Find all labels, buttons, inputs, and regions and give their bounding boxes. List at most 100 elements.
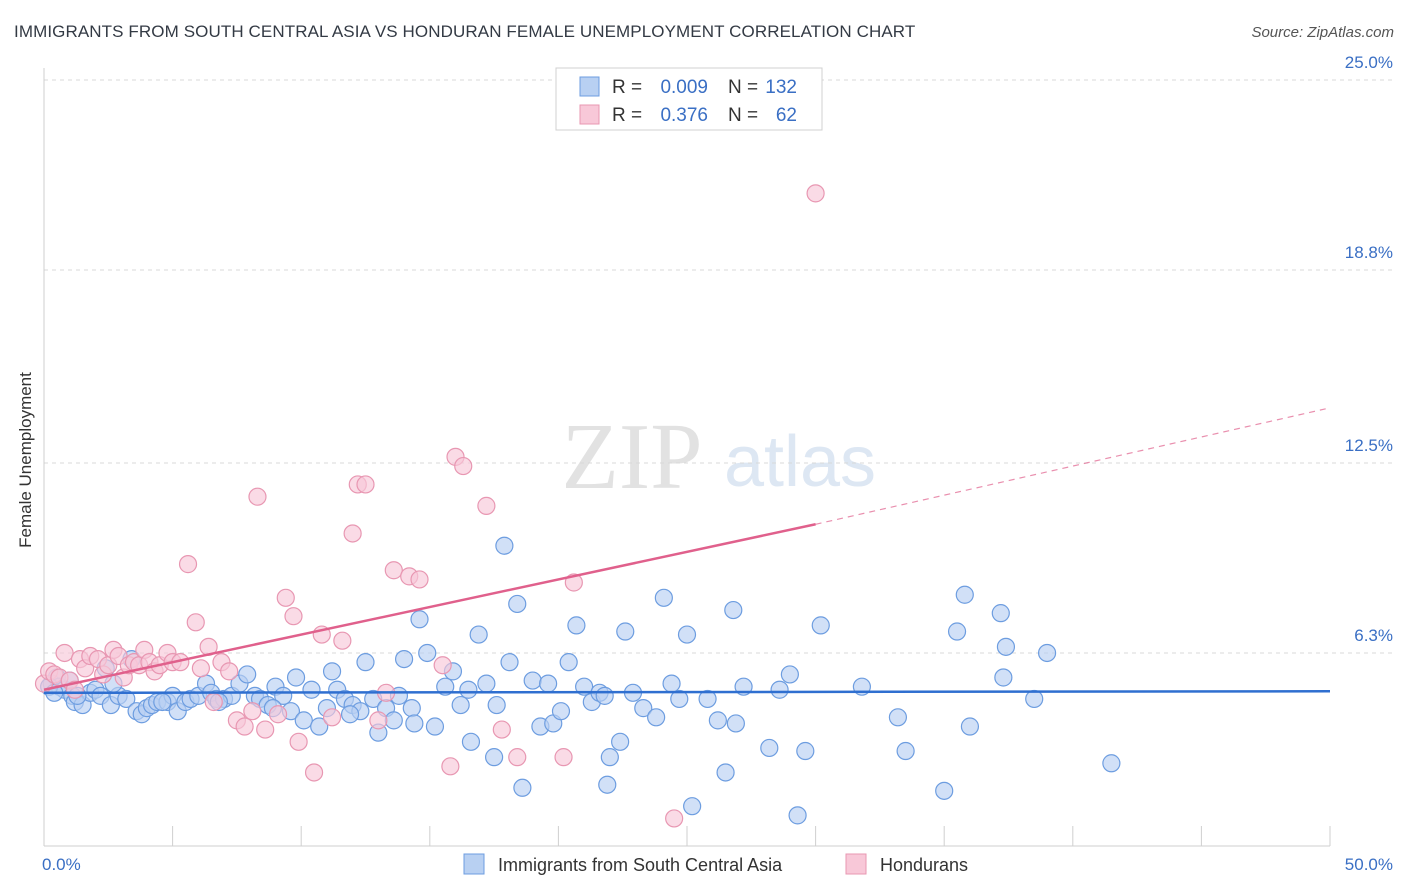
pink-point <box>220 662 239 681</box>
blue-point <box>595 686 614 705</box>
blue-point <box>117 689 136 709</box>
pink-trend-extension <box>815 407 1331 525</box>
pink-swatch <box>579 104 600 125</box>
blue-point <box>294 711 313 730</box>
r-label: R = <box>612 77 642 98</box>
pink-point <box>55 643 74 663</box>
blue-point <box>896 741 915 761</box>
blue-point <box>410 610 429 629</box>
blue-point <box>567 616 586 635</box>
blue-point <box>598 775 617 794</box>
blue-point <box>716 763 735 782</box>
pink-point <box>243 702 262 721</box>
y-tick-label: 25.0% <box>1345 53 1393 72</box>
blue-point <box>780 665 799 684</box>
pink-point <box>441 757 460 776</box>
pink-point <box>492 720 511 739</box>
blue-point <box>487 695 506 715</box>
pink-point <box>248 487 267 506</box>
pink-point <box>235 717 254 736</box>
pink-point <box>554 748 573 767</box>
blue-point <box>436 677 455 696</box>
data-points <box>34 184 1121 828</box>
blue-point <box>935 781 954 800</box>
pink-legend-swatch <box>845 853 867 875</box>
pink-point <box>369 711 388 730</box>
blue-point <box>662 674 681 693</box>
blue-point <box>796 741 815 761</box>
watermark-atlas: atlas <box>724 422 876 502</box>
watermark: ZIP atlas <box>562 405 877 509</box>
pink-point <box>343 524 362 543</box>
blue-point <box>302 680 321 699</box>
blue-point <box>405 714 424 733</box>
blue-point <box>600 748 619 767</box>
pink-point <box>186 613 205 632</box>
pink-point <box>477 496 496 515</box>
watermark-zip: ZIP <box>562 405 703 509</box>
pink-point <box>276 588 295 607</box>
source-label: Source: ZipAtlas.com <box>1251 24 1394 41</box>
blue-point <box>994 668 1013 687</box>
blue-point <box>461 732 481 751</box>
axes: 0.0% 50.0% <box>42 68 1393 874</box>
trend-lines <box>43 407 1331 695</box>
blue-trend-line <box>43 690 1331 695</box>
pink-point <box>268 705 288 724</box>
r-value: 0.009 <box>660 77 708 98</box>
pink-point <box>322 708 342 727</box>
blue-point <box>340 705 360 724</box>
pink-point <box>665 809 684 828</box>
blue-point <box>500 653 519 672</box>
blue-point <box>425 717 445 736</box>
blue-point <box>485 748 504 767</box>
pink-point <box>204 692 223 712</box>
blue-point <box>726 714 745 733</box>
blue-point <box>955 585 974 604</box>
x-tick-label: 0.0% <box>42 855 81 874</box>
pink-point <box>508 748 527 767</box>
blue-point <box>683 797 702 816</box>
pink-point <box>356 475 375 494</box>
n-label: N = <box>728 105 758 126</box>
r-value: 0.376 <box>660 105 708 126</box>
bottom-legend: Immigrants from South Central Asia Hondur… <box>463 853 968 875</box>
blue-point <box>513 778 532 797</box>
blue-swatch <box>579 76 600 97</box>
n-label: N = <box>728 77 758 98</box>
blue-point <box>310 717 329 736</box>
pink-point <box>289 732 308 751</box>
blue-point <box>947 622 967 641</box>
pink-point <box>284 607 303 626</box>
chart-title: IMMIGRANTS FROM SOUTH CENTRAL ASIA VS HO… <box>14 22 916 41</box>
blue-point <box>616 622 635 641</box>
pink-point <box>433 656 452 675</box>
pink-point <box>304 763 324 782</box>
blue-point <box>495 536 514 555</box>
pink-point <box>454 456 473 476</box>
y-tick-label: 18.8% <box>1345 243 1393 262</box>
blue-point <box>153 692 172 712</box>
pink-trend-line <box>43 523 816 691</box>
blue-point <box>469 625 488 644</box>
pink-point <box>410 570 429 589</box>
blue-point <box>286 668 306 687</box>
legend-label: Immigrants from South Central Asia <box>498 855 783 875</box>
pink-point <box>806 184 825 203</box>
blue-point <box>698 689 717 709</box>
blue-point <box>611 732 630 751</box>
stats-legend: R = 0.009 N = 132 R = 0.376 N = 62 <box>555 67 823 131</box>
blue-point <box>677 625 697 644</box>
blue-point <box>996 637 1016 656</box>
blue-point <box>647 708 666 727</box>
blue-point <box>960 717 980 736</box>
pink-point <box>191 659 210 678</box>
stats-legend-box <box>555 67 823 131</box>
blue-point <box>811 616 830 635</box>
blue-point <box>238 665 257 684</box>
pink-point <box>384 561 403 580</box>
x-tick-label: 50.0% <box>1345 855 1393 874</box>
blue-point <box>451 695 470 715</box>
blue-point <box>1025 689 1044 709</box>
